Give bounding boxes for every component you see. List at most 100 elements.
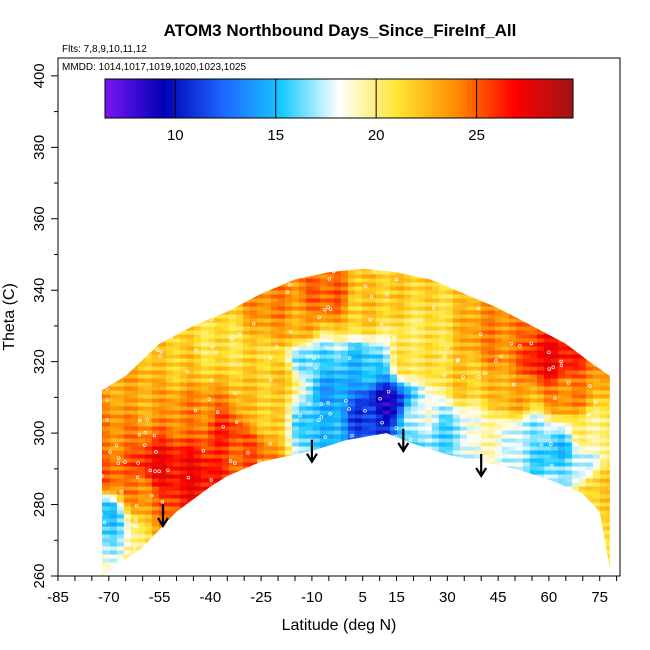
heatmap-cell	[326, 506, 335, 512]
heatmap-cell	[368, 354, 377, 360]
heatmap-cell	[82, 483, 90, 488]
heatmap-cell	[333, 442, 342, 448]
heatmap-cell	[75, 331, 83, 336]
heatmap-cell	[228, 418, 237, 424]
heatmap-cell	[326, 382, 335, 388]
heatmap-cell	[270, 278, 279, 284]
heatmap-cell	[137, 278, 146, 284]
heatmap-cell	[578, 406, 587, 412]
heatmap-cell	[403, 374, 412, 380]
heatmap-cell	[571, 330, 580, 336]
heatmap-cell	[445, 458, 454, 464]
heatmap-cell	[179, 378, 188, 384]
heatmap-cell	[130, 406, 139, 412]
heatmap-cell	[298, 414, 307, 420]
heatmap-cell	[130, 378, 139, 384]
heatmap-cell	[502, 255, 510, 260]
heatmap-cell	[480, 322, 489, 328]
heatmap-cell	[522, 434, 531, 440]
heatmap-cell	[438, 302, 447, 308]
heatmap-cell	[592, 398, 601, 404]
heatmap-cell	[102, 454, 104, 460]
heatmap-cell	[375, 268, 384, 272]
heatmap-cell	[494, 374, 503, 380]
heatmap-cell	[249, 394, 258, 400]
heatmap-cell	[550, 282, 559, 288]
heatmap-cell	[263, 342, 272, 348]
heatmap-cell	[165, 326, 174, 332]
heatmap-cell	[606, 362, 610, 368]
heatmap-cell	[543, 498, 552, 504]
heatmap-cell	[193, 414, 202, 420]
heatmap-cell	[375, 438, 384, 444]
heatmap-cell	[368, 402, 377, 408]
heatmap-cell	[529, 506, 538, 512]
heatmap-cell	[312, 478, 321, 484]
heatmap-cell	[347, 338, 356, 344]
heatmap-cell	[144, 298, 153, 304]
heatmap-cell	[312, 406, 321, 412]
heatmap-cell	[347, 274, 356, 280]
heatmap-cell	[558, 263, 566, 268]
heatmap-cell	[263, 334, 272, 340]
heatmap-cell	[438, 406, 447, 412]
heatmap-cell	[193, 278, 202, 284]
heatmap-cell	[214, 474, 223, 480]
heatmap-cell	[151, 430, 160, 436]
heatmap-cell	[180, 255, 188, 260]
heatmap-cell	[557, 350, 566, 356]
heatmap-cell	[410, 346, 419, 352]
heatmap-cell	[291, 358, 300, 364]
heatmap-cell	[75, 279, 83, 284]
heatmap-cell	[186, 410, 195, 416]
heatmap-cell	[263, 470, 272, 476]
heatmap-cell	[221, 318, 230, 324]
heatmap-cell	[102, 346, 104, 352]
heatmap-cell	[347, 294, 356, 300]
heatmap-cell	[585, 270, 594, 276]
heatmap-cell	[354, 474, 363, 480]
heatmap-cell	[151, 438, 160, 444]
heatmap-cell	[543, 438, 552, 444]
heatmap-cell	[291, 314, 300, 320]
heatmap-cell	[487, 410, 496, 416]
heatmap-cell	[277, 466, 286, 472]
heatmap-cell	[284, 338, 293, 344]
heatmap-cell	[144, 482, 153, 488]
heatmap-cell	[228, 450, 237, 456]
heatmap-cell	[375, 426, 384, 432]
heatmap-cell	[102, 438, 104, 444]
heatmap-cell	[452, 442, 461, 448]
heatmap-cell	[382, 462, 391, 468]
heatmap-cell	[277, 358, 286, 364]
heatmap-cell	[354, 406, 363, 412]
heatmap-cell	[312, 502, 321, 508]
heatmap-cell	[179, 318, 188, 324]
heatmap-cell	[382, 402, 391, 408]
heatmap-cell	[515, 454, 524, 460]
heatmap-cell	[529, 450, 538, 456]
heatmap-cell	[550, 490, 559, 496]
heatmap-cell	[543, 338, 552, 344]
heatmap-cell	[228, 378, 237, 384]
heatmap-cell	[368, 274, 377, 280]
heatmap-cell	[438, 342, 447, 348]
heatmap-cell	[459, 394, 468, 400]
heatmap-cell	[291, 450, 300, 456]
heatmap-cell	[165, 430, 174, 436]
heatmap-cell	[354, 294, 363, 300]
heatmap-cell	[431, 470, 440, 476]
heatmap-cell	[102, 326, 111, 332]
heatmap-cell	[452, 354, 461, 360]
heatmap-cell	[578, 490, 587, 496]
heatmap-cell	[123, 454, 132, 460]
heatmap-cell	[186, 330, 195, 336]
heatmap-cell	[431, 338, 440, 344]
heatmap-cell	[130, 466, 139, 472]
heatmap-cell	[340, 350, 349, 356]
heatmap-cell	[158, 406, 167, 412]
heatmap-cell	[473, 302, 482, 308]
heatmap-cell	[438, 338, 447, 344]
heatmap-cell	[312, 418, 321, 424]
heatmap-cell	[529, 374, 538, 380]
